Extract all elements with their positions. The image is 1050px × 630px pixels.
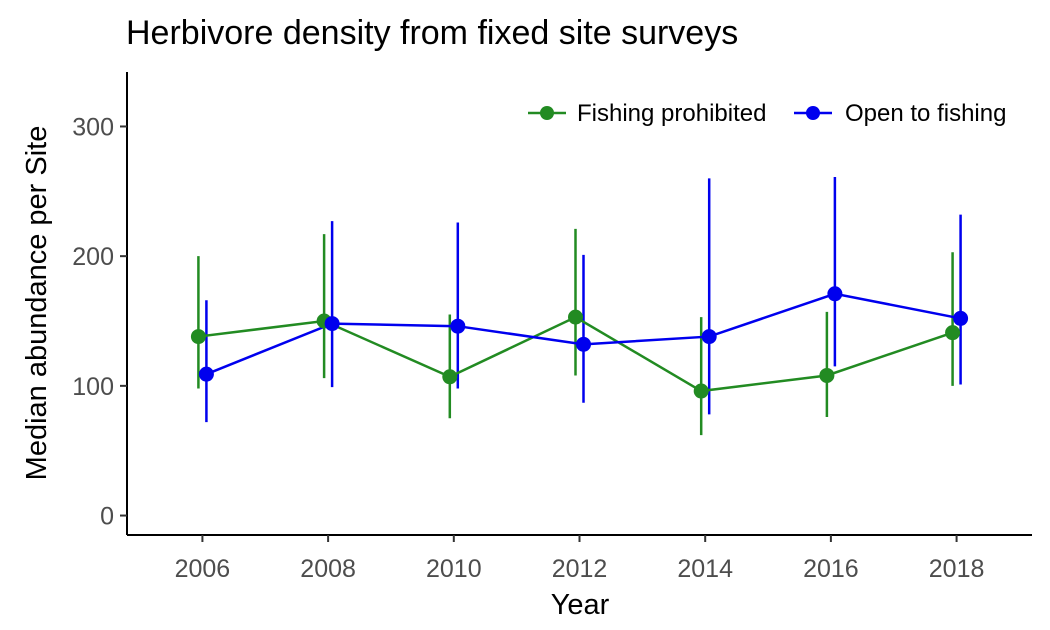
point-fishing-prohibited-2018 xyxy=(945,325,961,341)
legend-item-open-to-fishing: Open to fishing xyxy=(794,100,1006,127)
x-tick-label-2014: 2014 xyxy=(677,555,733,583)
y-tick-label-300: 300 xyxy=(72,113,114,141)
point-fishing-prohibited-2006 xyxy=(190,329,206,345)
y-axis-ticks: 0 100 200 300 xyxy=(72,113,127,531)
y-axis-title: Median abundance per Site xyxy=(21,126,53,481)
error-bars xyxy=(197,177,962,436)
x-tick-label-2010: 2010 xyxy=(426,555,482,583)
legend-marker-open-to-fishing xyxy=(806,106,820,120)
point-fishing-prohibited-2010 xyxy=(442,369,458,385)
x-tick-label-2012: 2012 xyxy=(552,555,608,583)
x-tick-label-2008: 2008 xyxy=(300,555,356,583)
point-open-to-fishing-2012 xyxy=(576,336,591,352)
legend-label-fishing-prohibited: Fishing prohibited xyxy=(577,100,766,127)
legend-item-fishing-prohibited: Fishing prohibited xyxy=(528,100,766,127)
point-open-to-fishing-2006 xyxy=(198,366,214,382)
x-tick-label-2018: 2018 xyxy=(929,555,985,583)
data-points xyxy=(190,286,969,399)
x-axis-ticks: 2006 2008 2010 2012 2014 2016 2018 xyxy=(175,535,985,583)
x-axis-title: Year xyxy=(551,589,610,621)
chart-title: Herbivore density from fixed site survey… xyxy=(126,14,738,52)
x-tick-label-2006: 2006 xyxy=(175,555,231,583)
point-open-to-fishing-2018 xyxy=(953,310,969,326)
point-fishing-prohibited-2012 xyxy=(568,309,583,325)
point-open-to-fishing-2014 xyxy=(701,329,717,345)
legend: Fishing prohibited Open to fishing xyxy=(528,100,1006,127)
point-open-to-fishing-2008 xyxy=(324,316,340,332)
point-open-to-fishing-2010 xyxy=(450,318,466,334)
legend-marker-fishing-prohibited xyxy=(540,106,554,120)
y-tick-label-0: 0 xyxy=(100,503,114,531)
y-tick-label-200: 200 xyxy=(72,243,114,271)
legend-label-open-to-fishing: Open to fishing xyxy=(845,100,1006,127)
point-fishing-prohibited-2014 xyxy=(693,383,709,399)
point-open-to-fishing-2016 xyxy=(827,286,843,302)
point-fishing-prohibited-2016 xyxy=(819,367,835,383)
y-tick-label-100: 100 xyxy=(72,373,114,401)
x-tick-label-2016: 2016 xyxy=(803,555,859,583)
